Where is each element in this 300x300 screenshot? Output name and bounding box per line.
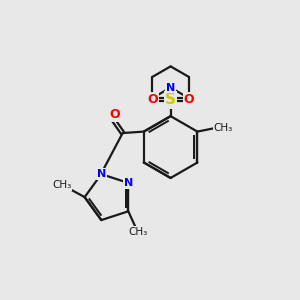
Text: N: N <box>124 178 133 188</box>
Text: N: N <box>166 82 175 93</box>
Text: CH₃: CH₃ <box>128 227 148 237</box>
Text: O: O <box>147 93 158 106</box>
Text: CH₃: CH₃ <box>214 123 233 133</box>
Text: O: O <box>184 93 194 106</box>
Text: O: O <box>109 108 120 121</box>
Text: S: S <box>165 92 176 107</box>
Text: CH₃: CH₃ <box>52 180 72 190</box>
Text: N: N <box>97 169 106 179</box>
